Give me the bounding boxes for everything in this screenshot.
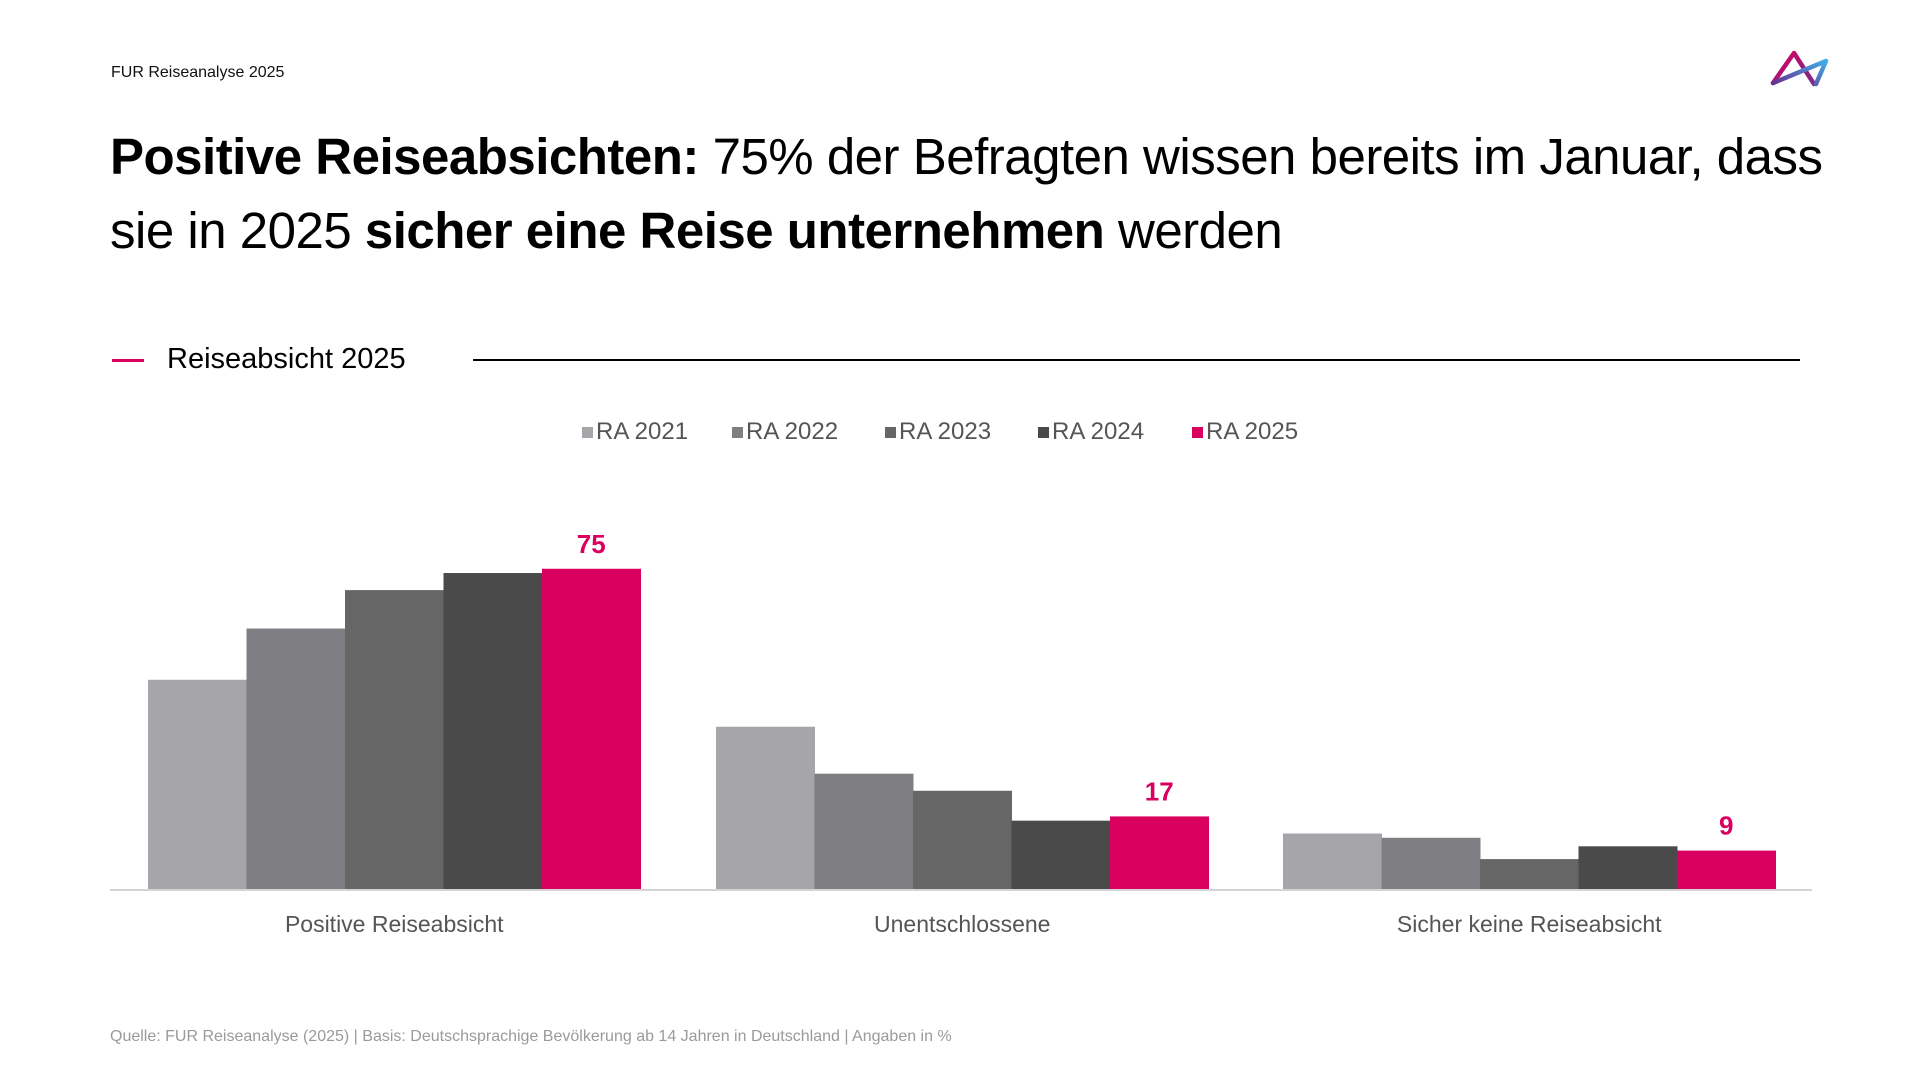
bar-ra-2021	[1283, 833, 1382, 889]
legend-item: RA 2024	[1038, 418, 1144, 446]
source-footnote: Quelle: FUR Reiseanalyse (2025) | Basis:…	[110, 1028, 952, 1045]
data-label: 75	[577, 529, 606, 559]
headline-bold-emphasis: sicher eine Reise unternehmen	[364, 202, 1105, 259]
chart-legend: RA 2021 RA 2022 RA 2023 RA 2024 RA 2025	[0, 418, 1918, 450]
legend-swatch	[732, 426, 743, 438]
legend-swatch	[1192, 426, 1203, 438]
bar-ra-2021	[716, 726, 815, 889]
legend-swatch	[1038, 426, 1049, 438]
bar-ra-2023	[1480, 859, 1579, 889]
report-label: FUR Reiseanalyse 2025	[111, 64, 285, 81]
bar-ra-2023	[345, 590, 444, 889]
bar-ra-2022	[246, 628, 346, 889]
bar-ra-2024	[1578, 846, 1678, 889]
category-label: Positive Reiseabsicht	[285, 911, 504, 937]
legend-item: RA 2023	[885, 418, 991, 446]
fur-logo-icon	[1770, 50, 1829, 87]
page-headline: Positive Reiseabsichten: 75% der Befragt…	[110, 120, 1830, 268]
data-label: 17	[1145, 776, 1174, 806]
section-title: Reiseabsicht 2025	[167, 343, 406, 375]
bar-ra-2024	[443, 573, 543, 889]
bar-ra-2025	[1677, 850, 1776, 889]
bar-ra-2022	[1381, 837, 1481, 889]
legend-label: RA 2022	[746, 418, 839, 445]
legend-label: RA 2021	[596, 418, 689, 445]
category-label: Sicher keine Reiseabsicht	[1397, 911, 1662, 937]
category-label: Unentschlossene	[874, 911, 1050, 937]
bar-ra-2025	[542, 568, 641, 889]
headline-text: 75% der Befragten wissen bereits im Janu…	[110, 128, 1823, 259]
section-divider	[473, 359, 1800, 361]
legend-item: RA 2022	[732, 418, 838, 446]
bar-ra-2023	[913, 790, 1012, 889]
legend-swatch	[582, 426, 593, 438]
legend-label: RA 2024	[1052, 418, 1145, 445]
legend-item: RA 2021	[582, 418, 688, 446]
headline-text-end: werden	[1104, 202, 1283, 259]
legend-label: RA 2025	[1206, 418, 1299, 445]
legend-label: RA 2023	[899, 418, 992, 445]
bar-ra-2024	[1011, 820, 1111, 889]
bar-chart: 75 Positive Reiseabsicht 17 Unentschlossene…	[110, 529, 1812, 937]
legend-swatch	[885, 426, 896, 438]
bar-ra-2025	[1110, 816, 1209, 889]
section-accent-dash	[112, 359, 144, 362]
legend-item: RA 2025	[1192, 418, 1298, 446]
bar-ra-2021	[148, 679, 247, 889]
headline-bold-lead: Positive Reiseabsichten:	[110, 128, 699, 185]
data-label: 9	[1719, 811, 1733, 841]
bar-ra-2022	[814, 773, 914, 889]
